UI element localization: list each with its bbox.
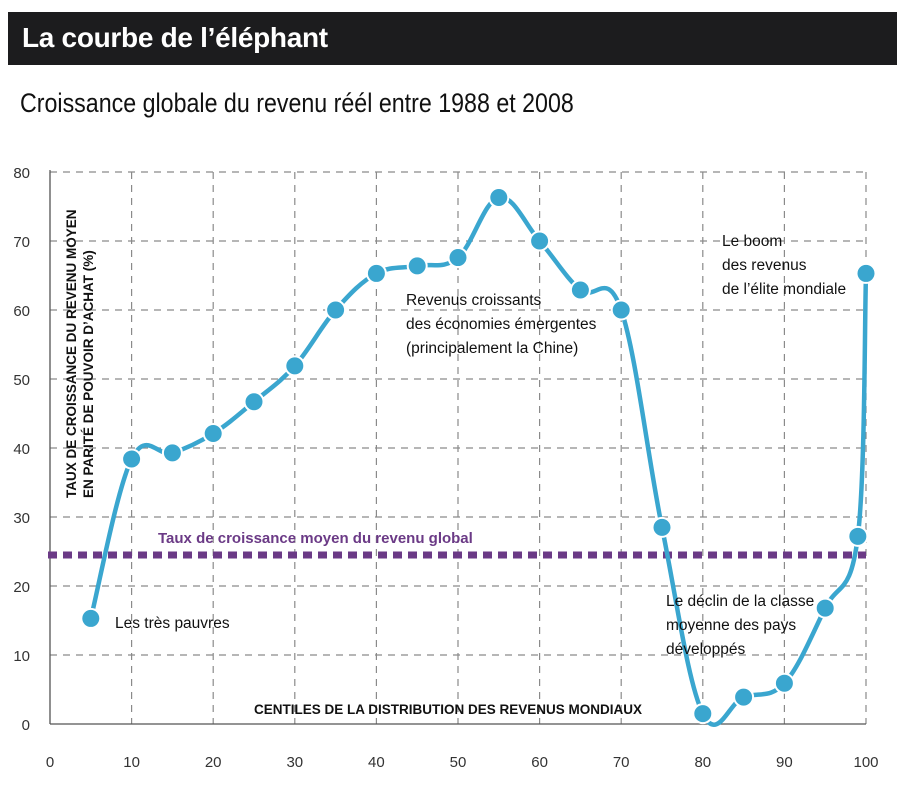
page-title: La courbe de l’éléphant — [22, 22, 328, 53]
x-tick-label: 30 — [286, 754, 303, 771]
data-point — [202, 423, 224, 445]
data-point — [814, 597, 836, 619]
x-tick-label: 80 — [694, 754, 711, 771]
annotation-label: Revenus croissants des économies émergent… — [406, 292, 597, 357]
data-point — [80, 607, 102, 629]
data-point — [284, 355, 306, 377]
x-tick-label: 50 — [450, 754, 467, 771]
x-tick-label: 70 — [613, 754, 630, 771]
data-point — [447, 247, 469, 269]
y-tick-label: 0 — [22, 717, 30, 734]
data-point — [733, 686, 755, 708]
data-point — [773, 672, 795, 694]
data-point — [406, 255, 428, 277]
x-tick-label: 20 — [205, 754, 222, 771]
series-line — [88, 195, 869, 727]
y-tick-label: 60 — [13, 303, 30, 320]
data-point — [847, 525, 869, 547]
y-tick-label: 10 — [13, 648, 30, 665]
data-point — [855, 262, 877, 284]
annotation-label: Les très pauvres — [115, 615, 230, 632]
data-point — [243, 391, 265, 413]
data-point — [610, 299, 632, 321]
data-point — [488, 187, 510, 209]
chart-subtitle: Croissance globale du revenu réél entre … — [20, 88, 574, 118]
y-tick-label: 20 — [13, 579, 30, 596]
title-bar: La courbe de l’éléphant — [8, 12, 897, 65]
data-point — [121, 448, 143, 470]
y-tick-label: 50 — [13, 372, 30, 389]
x-tick-label: 100 — [853, 754, 878, 771]
x-tick-label: 90 — [776, 754, 793, 771]
data-point — [692, 703, 714, 725]
data-point — [365, 262, 387, 284]
data-point — [529, 230, 551, 252]
y-tick-label: 70 — [13, 234, 30, 251]
data-point — [161, 442, 183, 464]
x-tick-label: 10 — [123, 754, 140, 771]
data-point — [569, 279, 591, 301]
y-axis-label: TAUX DE CROISSANCE DU REVENU MOYEN EN PAR… — [64, 209, 96, 498]
y-tick-label: 40 — [13, 441, 30, 458]
x-tick-label: 0 — [46, 754, 54, 771]
data-point — [651, 516, 673, 538]
average-growth-label: Taux de croissance moyen du revenu globa… — [158, 530, 473, 547]
y-tick-label: 30 — [13, 510, 30, 527]
x-axis-label: CENTILES DE LA DISTRIBUTION DES REVENUS … — [254, 702, 642, 717]
x-tick-label: 60 — [531, 754, 548, 771]
annotation-label: Le déclin de la classe moyenne des pays dé… — [666, 593, 814, 658]
annotation-label: Le boom des revenus de l’élite mondiale — [722, 233, 846, 298]
x-tick-label: 40 — [368, 754, 385, 771]
y-tick-label: 80 — [13, 165, 30, 182]
data-point — [325, 299, 347, 321]
